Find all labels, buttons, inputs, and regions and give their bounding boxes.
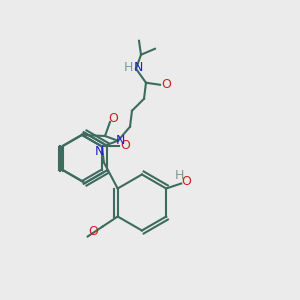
Text: O: O <box>161 78 171 91</box>
Text: N: N <box>115 134 125 147</box>
Text: H: H <box>175 169 184 182</box>
Text: N: N <box>133 61 143 74</box>
Text: O: O <box>108 112 118 125</box>
Text: N: N <box>95 145 105 158</box>
Text: O: O <box>181 175 191 188</box>
Text: O: O <box>89 225 99 238</box>
Text: O: O <box>120 139 130 152</box>
Text: H: H <box>123 61 133 74</box>
